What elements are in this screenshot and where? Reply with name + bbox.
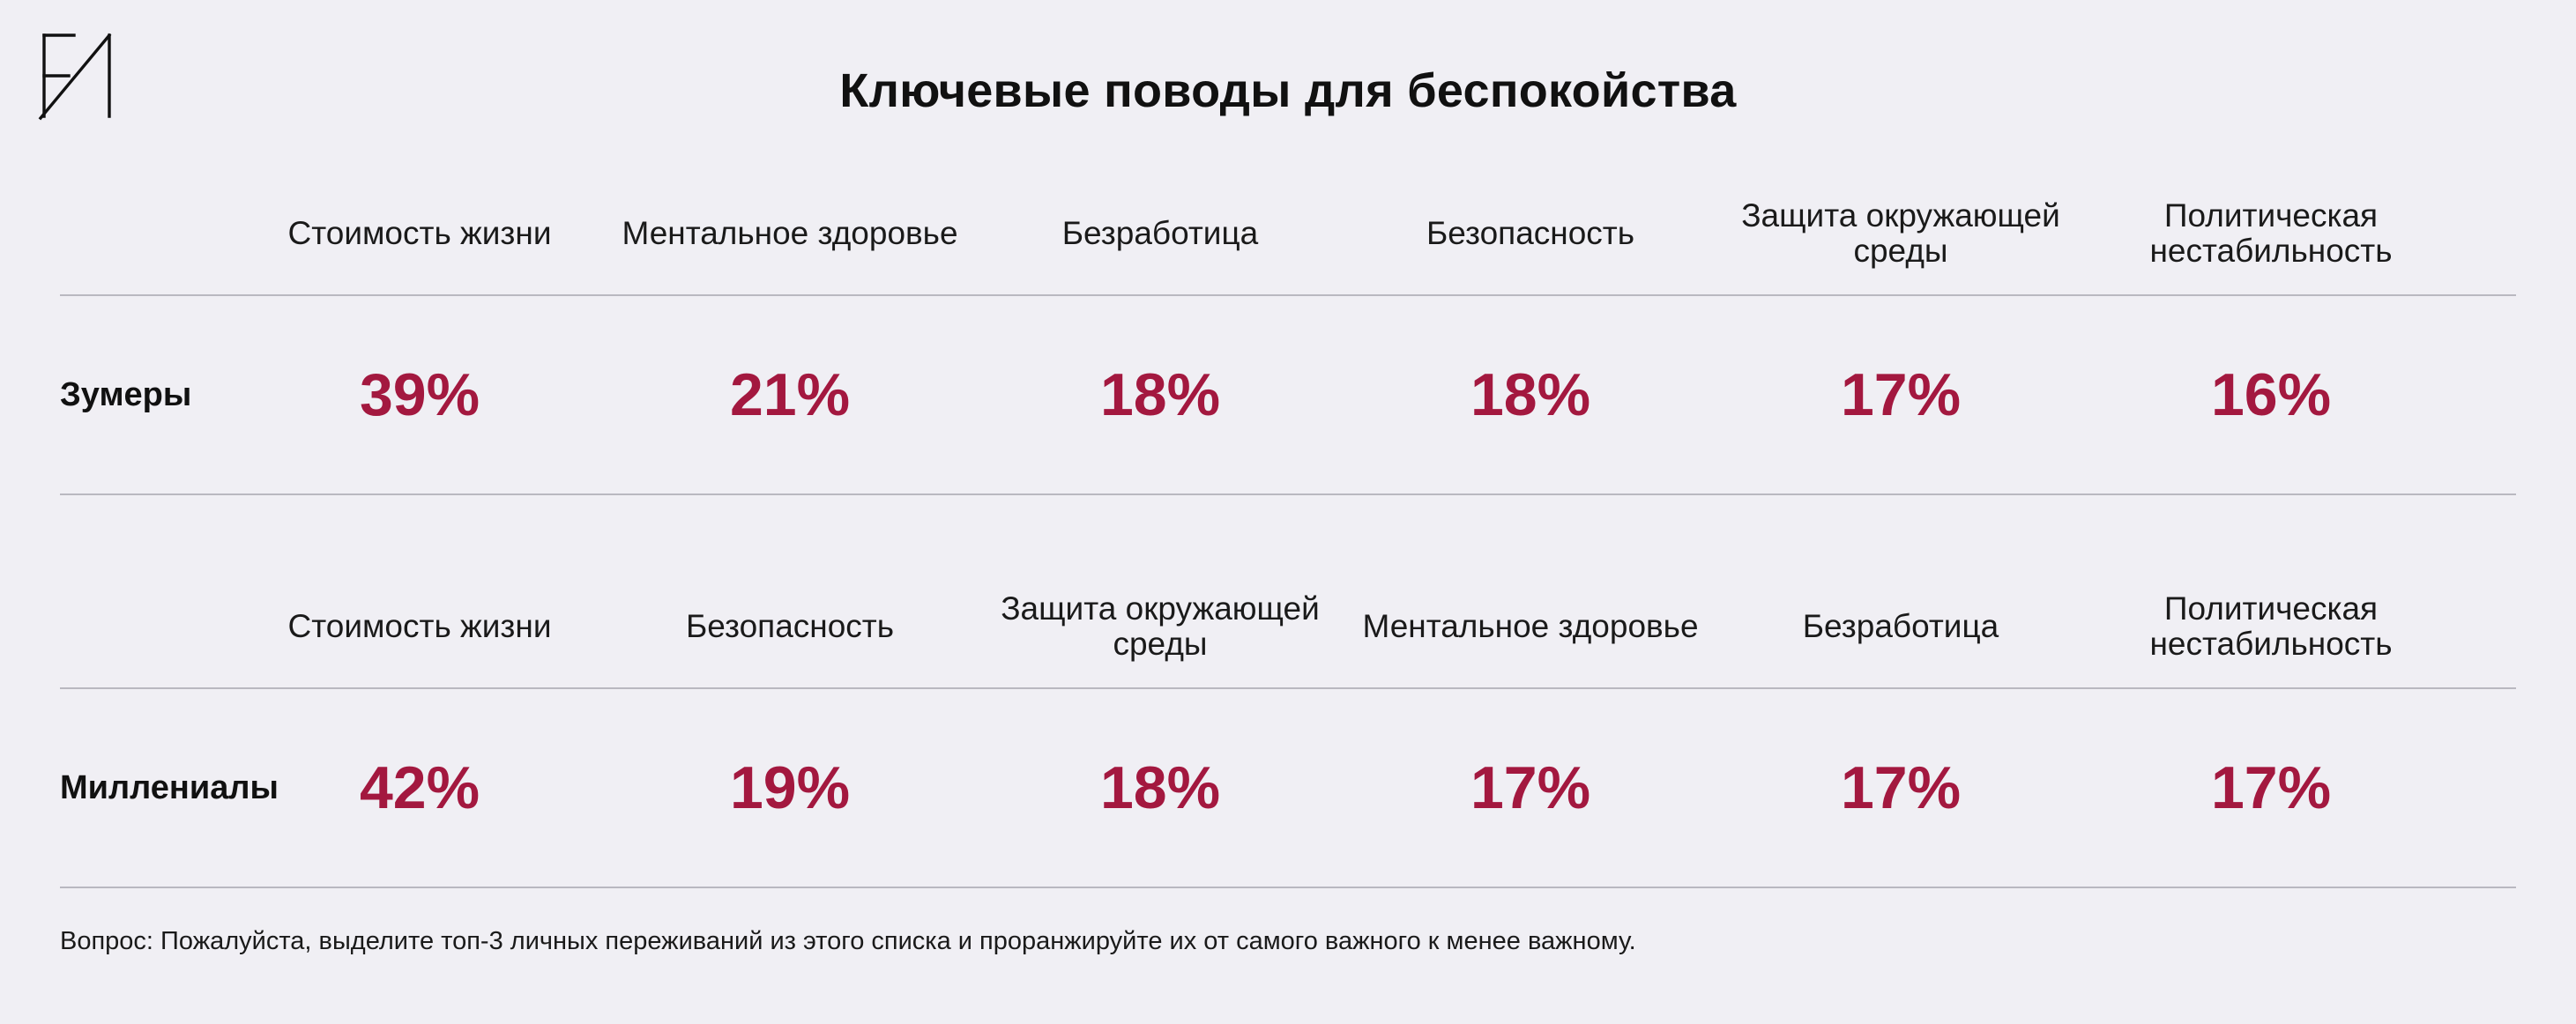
question-footnote: Вопрос: Пожалуйста, выделите топ-3 личны…: [60, 927, 1636, 955]
percent-value: 42%: [359, 754, 480, 821]
category-label: Политическая нестабильность: [2149, 197, 2393, 269]
category-label: Безопасность: [685, 608, 895, 644]
percent-value: 17%: [1840, 361, 1962, 428]
category-label: Политическая нестабильность: [2149, 590, 2393, 662]
divider-line: [60, 493, 2516, 495]
percent-value: 16%: [2210, 361, 2332, 428]
category-label: Ментальное здоровье: [1362, 608, 1699, 644]
category-label: Защита окружающей среды: [1741, 197, 2060, 269]
generation-block: Стоимость жизни Ментальное здоровье Безраб…: [60, 173, 2516, 495]
chart-title: Ключевые поводы для беспокойства: [839, 64, 1737, 117]
divider-line: [60, 687, 2516, 689]
category-label: Стоимость жизни: [287, 215, 552, 251]
percent-value: 18%: [1099, 754, 1221, 821]
percent-value: 19%: [729, 754, 851, 821]
percent-value: 17%: [2210, 754, 2332, 821]
percent-value: 18%: [1470, 361, 1591, 428]
category-header-row: Стоимость жизни Ментальное здоровье Безраб…: [60, 173, 2516, 294]
percent-value: 21%: [729, 361, 851, 428]
divider-line: [60, 294, 2516, 296]
generation-block: Стоимость жизни Безопасность Защита окружа…: [60, 566, 2516, 888]
category-header-row: Стоимость жизни Безопасность Защита окружа…: [60, 566, 2516, 687]
percent-value: 39%: [359, 361, 480, 428]
generation-label: Миллениалы: [60, 768, 279, 806]
divider-line: [60, 887, 2516, 888]
percent-value: 17%: [1470, 754, 1591, 821]
percent-value: 17%: [1840, 754, 1962, 821]
monogram-logo-icon: [38, 33, 112, 121]
category-label: Защита окружающей среды: [1001, 590, 1320, 662]
category-label: Безопасность: [1426, 215, 1635, 251]
value-row: Зумеры 39% 21% 18% 18% 17% 16%: [60, 296, 2516, 493]
generation-label: Зумеры: [60, 375, 192, 413]
category-label: Безработица: [1802, 608, 1999, 644]
value-row: Миллениалы 42% 19% 18% 17% 17% 17%: [60, 689, 2516, 887]
category-label: Стоимость жизни: [287, 608, 552, 644]
category-label: Безработица: [1061, 215, 1259, 251]
category-label: Ментальное здоровье: [622, 215, 958, 251]
percent-value: 18%: [1099, 361, 1221, 428]
